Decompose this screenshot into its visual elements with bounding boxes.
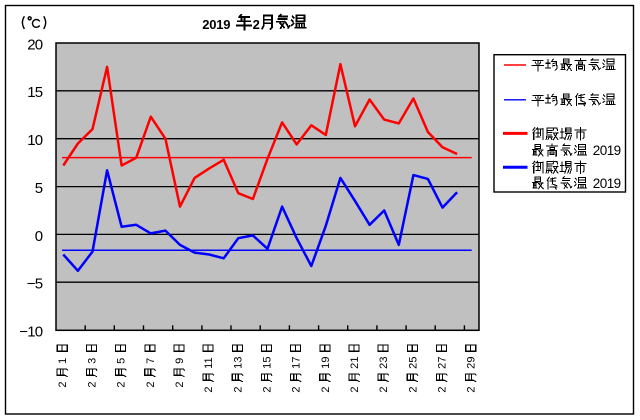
svg-text:7: 7 xyxy=(145,358,157,364)
svg-text:2019: 2019 xyxy=(593,143,621,158)
svg-text:2: 2 xyxy=(291,386,303,392)
svg-text:15: 15 xyxy=(261,356,273,368)
svg-text:11: 11 xyxy=(203,357,215,369)
svg-text:2019: 2019 xyxy=(593,176,621,191)
svg-text:5: 5 xyxy=(35,180,43,197)
svg-text:2: 2 xyxy=(57,381,69,387)
svg-text:13: 13 xyxy=(232,356,244,368)
svg-text:2: 2 xyxy=(378,386,390,392)
svg-text:2: 2 xyxy=(174,381,186,387)
svg-text:21: 21 xyxy=(349,356,361,368)
svg-text:2: 2 xyxy=(253,17,260,32)
svg-text:9: 9 xyxy=(174,358,186,364)
svg-text:2: 2 xyxy=(145,381,157,387)
svg-text:17: 17 xyxy=(291,356,303,368)
svg-text:0: 0 xyxy=(35,228,43,245)
svg-text:2: 2 xyxy=(261,386,273,392)
svg-text:10: 10 xyxy=(27,132,43,149)
svg-text:23: 23 xyxy=(378,356,390,368)
svg-text:2019: 2019 xyxy=(202,17,230,32)
svg-text:2: 2 xyxy=(232,386,244,392)
svg-text:29: 29 xyxy=(466,356,478,368)
svg-text:−10: −10 xyxy=(19,324,43,341)
svg-text:−5: −5 xyxy=(27,276,43,293)
svg-text:5: 5 xyxy=(116,358,128,364)
svg-text:20: 20 xyxy=(27,36,43,53)
svg-text:2: 2 xyxy=(349,386,361,392)
svg-text:1: 1 xyxy=(57,358,69,364)
svg-text:2: 2 xyxy=(437,386,449,392)
svg-text:19: 19 xyxy=(320,356,332,368)
svg-text:2: 2 xyxy=(320,386,332,392)
svg-text:27: 27 xyxy=(437,356,449,368)
svg-text:2: 2 xyxy=(203,386,215,392)
svg-text:15: 15 xyxy=(27,84,43,101)
svg-text:2: 2 xyxy=(466,386,478,392)
svg-text:2: 2 xyxy=(407,386,419,392)
svg-text:2: 2 xyxy=(116,381,128,387)
svg-text:3: 3 xyxy=(86,358,98,364)
svg-text:25: 25 xyxy=(407,356,419,368)
svg-text:2: 2 xyxy=(86,381,98,387)
